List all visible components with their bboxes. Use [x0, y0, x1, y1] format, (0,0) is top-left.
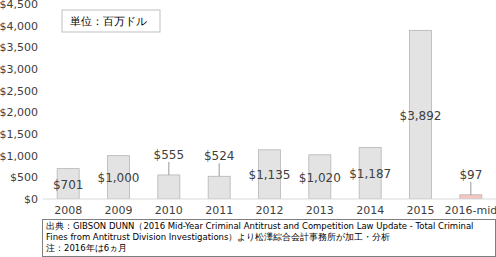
source-box: 出典：GIBSON DUNN（2016 Mid-Year Criminal An… [42, 219, 496, 257]
x-tick-label: 2015 [407, 204, 435, 217]
x-axis [43, 199, 496, 200]
x-tick-label: 2010 [155, 204, 183, 217]
data-label: $1,020 [299, 171, 341, 185]
y-tick [40, 199, 43, 200]
y-tick [40, 177, 43, 178]
y-tick-label: $3,500 [0, 41, 38, 54]
label-leader [219, 163, 220, 176]
data-label: $524 [204, 149, 235, 163]
bars [57, 30, 482, 199]
x-tick-label: 2012 [256, 204, 284, 217]
y-tick-label: $4,000 [0, 20, 38, 33]
data-label: $1,000 [98, 171, 140, 185]
label-leader [470, 182, 471, 195]
x-tick-label: 2008 [54, 204, 82, 217]
y-tick-label: $500 [10, 171, 38, 184]
y-tick-label: $2,500 [0, 85, 38, 98]
bar [208, 176, 230, 199]
x-tick-label: 2011 [205, 204, 233, 217]
unit-label: 単位：百万ドル [70, 15, 147, 27]
data-label: $701 [53, 178, 84, 192]
y-tick [40, 90, 43, 91]
label-leader [168, 162, 169, 175]
y-tick [40, 25, 43, 26]
y-tick [40, 112, 43, 113]
unit-box [62, 10, 160, 32]
note-text: 注：2016年は6ヵ月 [46, 243, 492, 254]
bar [158, 175, 180, 199]
y-tick-label: $3,000 [0, 63, 38, 76]
data-label: $555 [154, 148, 185, 162]
y-tick-label: $2,000 [0, 106, 38, 119]
y-tick-label: $4,500 [0, 0, 38, 11]
x-tick-label: 2016-mid [444, 204, 496, 217]
y-tick [40, 4, 43, 5]
bar [460, 195, 482, 199]
source-text: 出典：GIBSON DUNN（2016 Mid-Year Criminal An… [46, 221, 492, 243]
x-tick-label: 2009 [105, 204, 133, 217]
y-tick [40, 47, 43, 48]
y-tick-label: $0 [24, 193, 38, 206]
x-tick-label: 2013 [306, 204, 334, 217]
data-label: $3,892 [400, 109, 442, 123]
y-tick [40, 155, 43, 156]
data-label: $1,135 [249, 168, 291, 182]
y-tick [40, 69, 43, 70]
y-tick [40, 134, 43, 135]
data-label: $1,187 [349, 167, 391, 181]
x-tick-label: 2014 [356, 204, 384, 217]
y-tick-label: $1,500 [0, 128, 38, 141]
y-tick-label: $1,000 [0, 150, 38, 163]
data-label: $97 [459, 168, 482, 182]
